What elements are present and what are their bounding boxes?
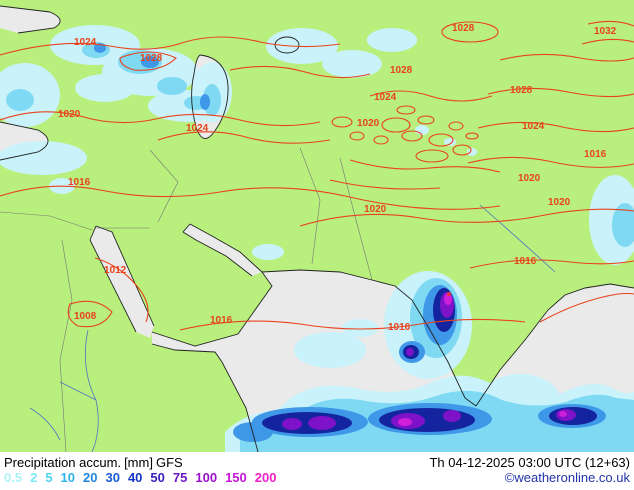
legend-value: 20: [83, 470, 98, 485]
legend-value: 75: [172, 470, 188, 485]
borders-layer: [0, 147, 373, 452]
legend-value: 50: [150, 470, 165, 485]
legend-value: 5: [45, 470, 53, 485]
map-area: 1024 1028 1020 1024 1016 1012 1008 1016 …: [0, 0, 634, 452]
footer: Precipitation accum. [mm] GFS Th 04-12-202…: [0, 452, 634, 490]
legend-value: 100: [195, 470, 218, 485]
isobar-layer: [0, 20, 634, 331]
model-name: GFS: [155, 455, 183, 470]
legend-value: 0.5: [4, 470, 23, 485]
map-title: Precipitation accum. [mm] GFS: [4, 455, 186, 470]
units-text: [mm]: [124, 455, 153, 470]
title-text: Precipitation accum.: [4, 455, 122, 470]
coastline-layer: [0, 5, 634, 452]
rivers-layer: [29, 204, 556, 452]
legend-value: 150: [225, 470, 247, 485]
legend-value: 10: [60, 470, 76, 485]
legend-value: 30: [105, 470, 120, 485]
precipitation-map: [0, 0, 634, 452]
precipitation-layer: [0, 25, 634, 452]
valid-datetime: Th 04-12-2025 03:00 UTC (12+63): [429, 455, 630, 470]
legend-value: 2: [30, 470, 38, 485]
legend-scale: 0.5 2 5 10 20 30 40 50 75 100: [4, 470, 276, 485]
copyright-link[interactable]: ©weatheronline.co.uk: [504, 470, 630, 485]
legend-value: 200: [254, 470, 277, 485]
legend-value: 40: [127, 470, 143, 485]
